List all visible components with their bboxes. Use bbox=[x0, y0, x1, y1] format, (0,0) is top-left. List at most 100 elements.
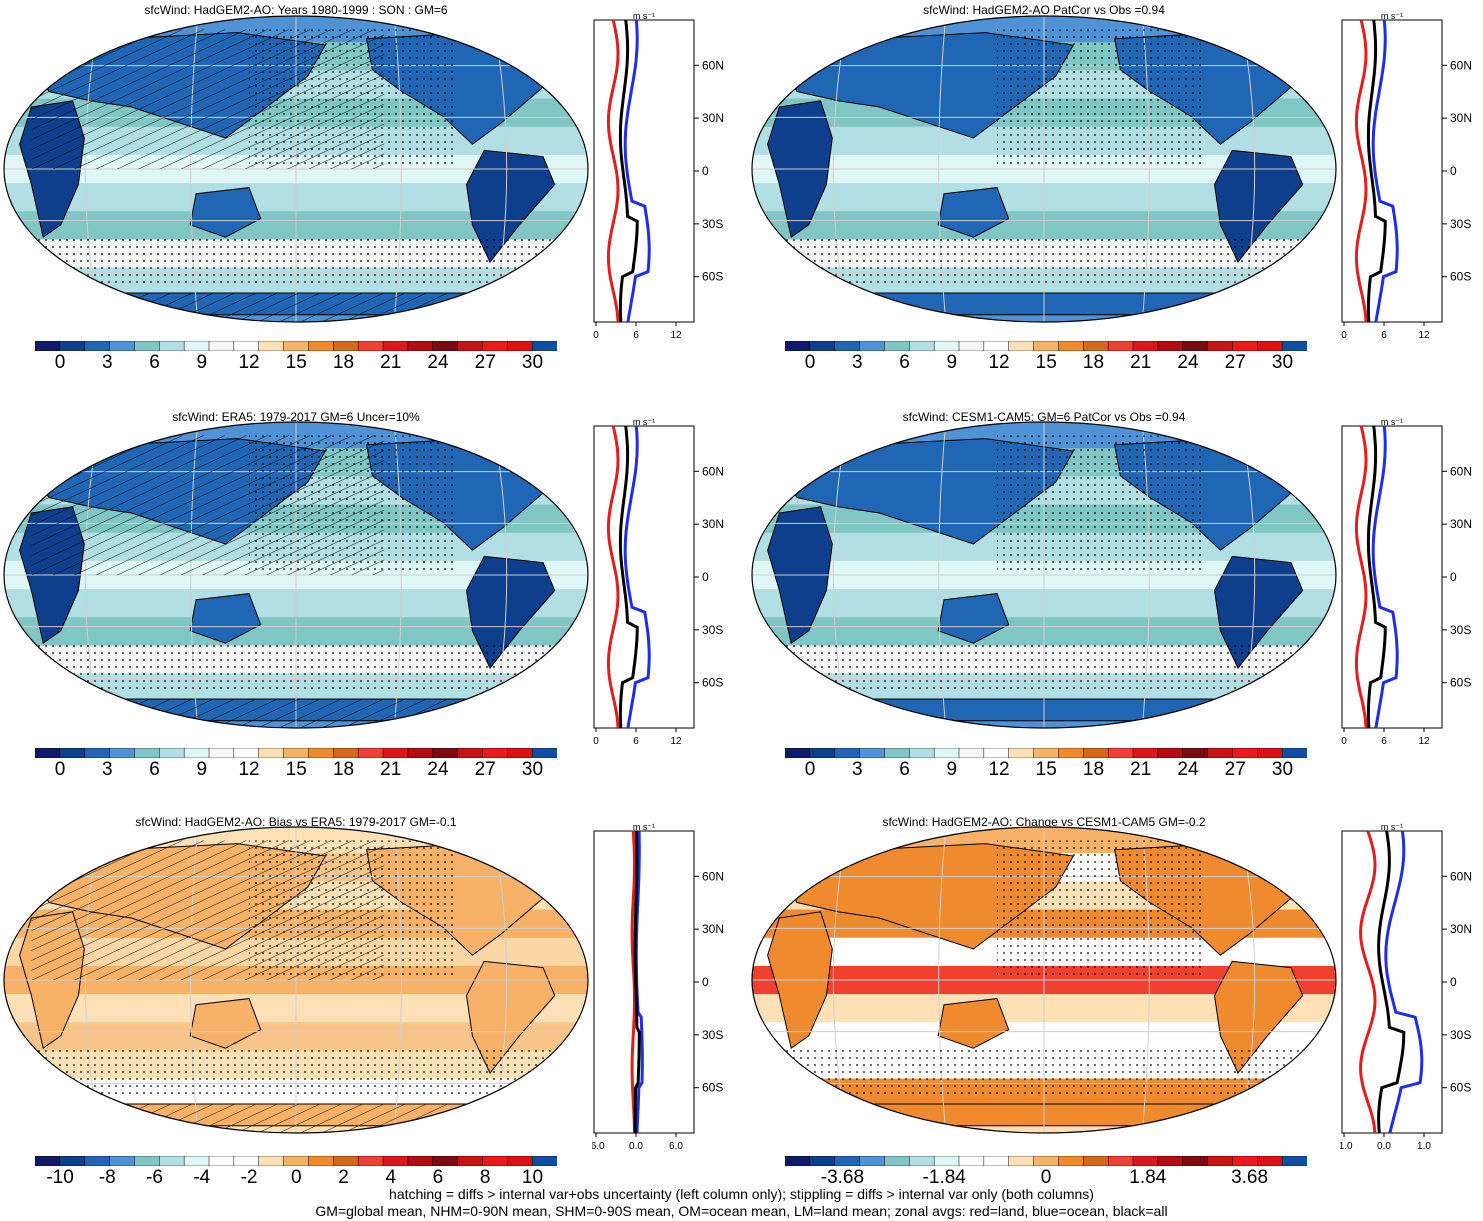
colorbar-swatch bbox=[784, 1155, 811, 1167]
colorbar-swatch bbox=[283, 340, 310, 352]
lat-tick-label: 30N bbox=[702, 111, 724, 125]
colorbar-swatch bbox=[983, 1155, 1010, 1167]
colorbar-swatch bbox=[283, 1155, 310, 1167]
lat-tick-label: 30N bbox=[702, 517, 724, 531]
units-label: m s⁻¹ bbox=[1381, 823, 1403, 832]
land-zonal-curve bbox=[606, 19, 620, 323]
lat-tick-label: 30N bbox=[1450, 922, 1472, 936]
colorbar-tick-label: 15 bbox=[1035, 759, 1057, 780]
panel-title: sfcWind: HadGEM2-AO: Change vs CESM1-CAM… bbox=[882, 815, 1206, 829]
colorbar-swatch bbox=[59, 747, 86, 759]
colorbar-tick-label: 0 bbox=[804, 352, 816, 373]
colorbar-labels: -10 -8 -6 -4 -2 0 2 4 6 8 10 bbox=[35, 1167, 557, 1189]
colorbar-swatch bbox=[507, 340, 533, 352]
colorbar-tick-label: 3.68 bbox=[1231, 1167, 1269, 1188]
colorbar-swatch bbox=[84, 1155, 111, 1167]
colorbar-tick-label: 6 bbox=[899, 759, 910, 780]
zonal-tick-label: 12 bbox=[670, 330, 682, 341]
lat-tick-label: 30S bbox=[702, 623, 723, 637]
colorbar-swatch bbox=[1257, 1155, 1283, 1167]
colorbar-swatch bbox=[1207, 340, 1234, 352]
colorbar-swatch bbox=[407, 340, 434, 352]
colorbar-swatch bbox=[983, 747, 1010, 759]
zonal-tick-label: 12 bbox=[670, 736, 682, 747]
footer-line-2: GM=global mean, NHM=0-90N mean, SHM=0-90… bbox=[315, 1203, 1168, 1219]
panel-title: sfcWind: HadGEM2-AO: Years 1980-1999 : S… bbox=[144, 3, 448, 17]
colorbar-swatch bbox=[109, 747, 136, 759]
lat-tick-label: 30S bbox=[1450, 217, 1471, 231]
colorbar-tick-label: -10 bbox=[46, 1167, 74, 1188]
map-panel-change bbox=[750, 825, 1338, 1135]
colorbar-swatch bbox=[1083, 340, 1109, 352]
colorbar-swatch bbox=[357, 747, 384, 759]
colorbar-swatch bbox=[407, 1155, 434, 1167]
colorbar-swatch bbox=[1132, 1155, 1159, 1167]
colorbar-tick-label: 21 bbox=[1130, 759, 1152, 780]
colorbar-swatch bbox=[357, 1155, 384, 1167]
colorbar-tick-label: 30 bbox=[521, 352, 544, 373]
colorbar-tick-label: 9 bbox=[946, 352, 958, 373]
colorbar-swatch bbox=[1157, 1155, 1184, 1167]
lat-tick-label: 60N bbox=[1450, 869, 1472, 883]
colorbar-swatch bbox=[308, 747, 335, 759]
zonal-mean-plot: 60N 30N 0 30S 60S m s⁻¹ -1.0 0.0 1.0 bbox=[1335, 822, 1472, 1152]
colorbar-labels: 0 3 6 9 12 15 18 21 24 27 30 bbox=[35, 759, 557, 781]
colorbar-swatch bbox=[884, 747, 911, 759]
zonal-tick-label: 6 bbox=[633, 736, 639, 747]
colorbar-swatch bbox=[1008, 1155, 1035, 1167]
colorbar-swatch bbox=[1132, 747, 1159, 759]
zonal-tick-label: 6 bbox=[1381, 736, 1387, 747]
colorbar-tick-label: 9 bbox=[946, 759, 958, 780]
colorbar-swatch bbox=[1257, 747, 1283, 759]
colorbar-swatch bbox=[809, 747, 836, 759]
all-zonal-curve bbox=[1366, 425, 1387, 729]
robinson-map bbox=[3, 826, 589, 1134]
colorbar-tick-label: 24 bbox=[1177, 759, 1199, 780]
colorbar-tick-label: -3.68 bbox=[820, 1167, 865, 1188]
colorbar-labels: 0 3 6 9 12 15 18 21 24 27 30 bbox=[35, 352, 557, 374]
colorbar-tick-label: 30 bbox=[521, 759, 544, 780]
robinson-map bbox=[3, 421, 589, 729]
colorbar-swatch bbox=[1008, 747, 1035, 759]
zonal-tick-label: 12 bbox=[1418, 330, 1430, 341]
lat-tick-label: 60N bbox=[1450, 464, 1472, 478]
colorbar-labels: 0 3 6 9 12 15 18 21 24 27 30 bbox=[785, 759, 1307, 781]
colorbar-swatch bbox=[1182, 1155, 1209, 1167]
colorbar-tick-label: -4 bbox=[193, 1167, 211, 1188]
colorbar-tick-label: 6 bbox=[432, 1167, 444, 1188]
colorbar-change bbox=[784, 1153, 1308, 1171]
units-label: m s⁻¹ bbox=[633, 418, 655, 427]
all-zonal-curve bbox=[633, 830, 641, 1134]
lat-tick-label: 30S bbox=[702, 217, 723, 231]
colorbar-tick-label: 3 bbox=[852, 759, 863, 780]
colorbar-tick-label: 24 bbox=[427, 759, 449, 780]
zonal-panel-ref-model: 60N 30N 0 30S 60S m s⁻¹ 0 6 12 bbox=[1340, 417, 1483, 769]
map-panel-obs-clim bbox=[2, 420, 590, 730]
colorbar-swatch bbox=[457, 747, 484, 759]
colorbar-swatch bbox=[208, 1155, 235, 1167]
lat-tick-label: 60N bbox=[1450, 58, 1472, 72]
colorbar-swatch bbox=[1008, 340, 1035, 352]
colorbar-tick-label: 21 bbox=[1130, 352, 1152, 373]
lat-tick-label: 30N bbox=[1450, 111, 1472, 125]
colorbar-tick-label: -8 bbox=[98, 1167, 116, 1188]
zonal-mean-plot: 60N 30N 0 30S 60S m s⁻¹ 0 6 12 bbox=[1341, 11, 1472, 341]
colorbar-swatch bbox=[784, 747, 811, 759]
panel-title: sfcWind: CESM1-CAM5: GM=6 PatCor vs Obs … bbox=[902, 410, 1186, 424]
colorbar-swatch bbox=[1232, 1155, 1259, 1167]
colorbar-swatch bbox=[884, 340, 911, 352]
colorbar-tick-label: 12 bbox=[238, 352, 260, 373]
colorbar-swatch bbox=[84, 747, 111, 759]
colorbar-swatch bbox=[1157, 747, 1184, 759]
colorbar-swatch bbox=[1058, 340, 1085, 352]
colorbar-swatch bbox=[884, 1155, 911, 1167]
colorbar bbox=[34, 747, 558, 759]
colorbar-swatch bbox=[34, 340, 61, 352]
colorbar-swatch bbox=[1182, 340, 1209, 352]
colorbar-swatch bbox=[834, 340, 861, 352]
colorbar-tick-label: 3 bbox=[852, 352, 863, 373]
colorbar bbox=[34, 1155, 558, 1167]
ocean-zonal-curve bbox=[623, 19, 651, 323]
land-zonal-curve bbox=[1359, 830, 1377, 1134]
colorbar-swatch bbox=[258, 747, 285, 759]
